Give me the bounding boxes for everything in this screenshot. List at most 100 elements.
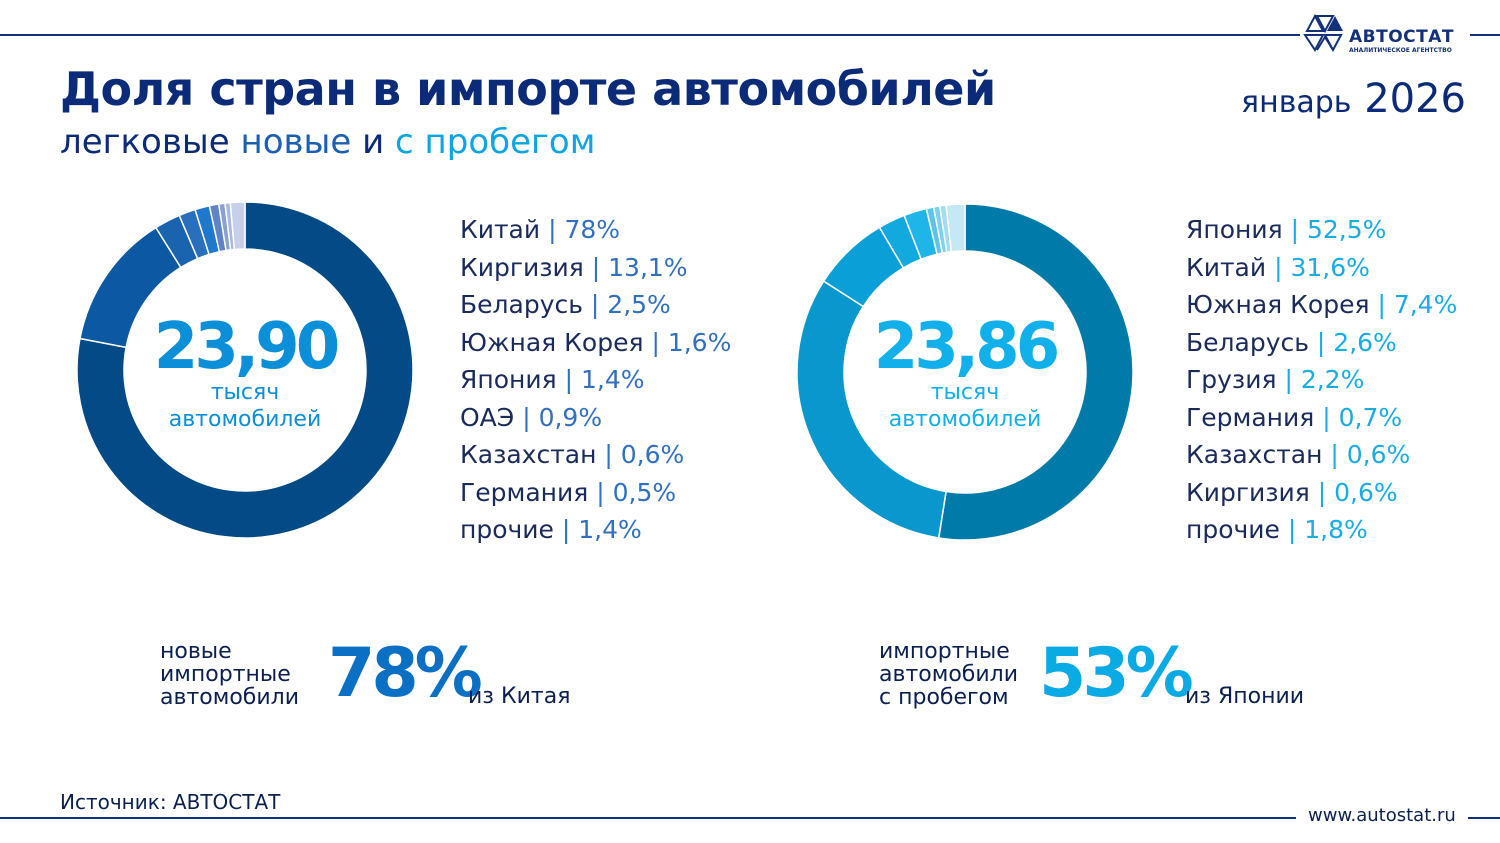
- legend-item: Германия | 0,5%: [460, 474, 731, 512]
- total-unit-1: тысяч: [210, 380, 280, 405]
- legend-value: | 1,4%: [556, 365, 645, 394]
- donut-chart-new: [76, 201, 414, 539]
- legend-value: | 2,6%: [1308, 327, 1397, 357]
- legend-value: | 1,8%: [1279, 515, 1368, 544]
- subtitle-new: новые: [240, 122, 352, 162]
- legend-value: | 1,4%: [553, 515, 642, 544]
- highlight-label: импортные: [879, 639, 1010, 664]
- legend-item: Южная Корея | 7,4%: [1186, 286, 1457, 324]
- highlight-label: импортные: [160, 662, 291, 687]
- legend-country: прочие: [460, 515, 554, 544]
- total-unit-2: автомобилей: [168, 407, 322, 432]
- logo: АВТОСТАТ АНАЛИТИЧЕСКОЕ АГЕНТСТВО: [1303, 13, 1454, 57]
- subtitle-cars: легковые: [60, 122, 230, 162]
- legend-item: Китай | 78%: [460, 211, 731, 249]
- legend-country: Киргизия: [1186, 477, 1310, 507]
- legend-country: ОАЭ: [460, 402, 515, 432]
- legend-item: прочие | 1,8%: [1186, 511, 1457, 549]
- page-title: Доля стран в импорте автомобилей: [60, 62, 996, 116]
- donut-slice-Япония: [937, 203, 1134, 541]
- highlight-label: новые: [160, 639, 232, 664]
- total-unit-1: тысяч: [930, 380, 1000, 405]
- donut-slice-прочие: [945, 203, 966, 253]
- highlight-new: новые импортные автомобили 78% из Китая: [160, 634, 570, 713]
- legend-item: Беларусь | 2,6%: [1186, 324, 1457, 362]
- donut-slice-Китай: [76, 201, 414, 539]
- legend-country: Южная Корея: [460, 327, 644, 357]
- legend-value: | 0,6%: [596, 440, 685, 469]
- legend-value: | 0,9%: [514, 402, 603, 432]
- logo-name: АВТОСТАТ: [1349, 27, 1454, 47]
- total-value: 23,86: [873, 310, 1060, 384]
- legend-value: | 78%: [540, 215, 621, 244]
- top-rule: [0, 34, 1300, 36]
- legend-country: Китай: [1186, 252, 1267, 282]
- legend-value: | 31,6%: [1266, 252, 1370, 282]
- legend-item: Киргизия | 13,1%: [460, 249, 731, 287]
- legend-item: Япония | 1,4%: [460, 361, 731, 399]
- top-rule-right: [1470, 34, 1500, 36]
- legend-country: Германия: [1186, 402, 1315, 432]
- donut-center-used: 23,86 тысяч автомобилей: [865, 315, 1065, 433]
- donut-center-new: 23,90 тысяч автомобилей: [145, 315, 345, 433]
- period-year: 2026: [1364, 76, 1466, 122]
- legend-country: Германия: [460, 477, 589, 507]
- legend-country: Грузия: [1186, 365, 1277, 394]
- legend-country: Южная Корея: [1186, 290, 1370, 319]
- legend-value: | 52,5%: [1282, 215, 1387, 244]
- period-month: январь: [1241, 85, 1352, 120]
- legend-country: Казахстан: [460, 440, 597, 469]
- bottom-rule: [0, 817, 1296, 819]
- legend-item: Киргизия | 0,6%: [1186, 474, 1457, 512]
- legend-item: Казахстан | 0,6%: [1186, 436, 1457, 474]
- total-value: 23,90: [153, 310, 340, 384]
- legend-item: прочие | 1,4%: [460, 511, 731, 549]
- highlight-label: автомобили: [879, 662, 1019, 687]
- legend-item: Южная Корея | 1,6%: [460, 324, 731, 362]
- highlight-used: импортные автомобили с пробегом 53% из Я…: [879, 634, 1304, 713]
- legend-country: Китай: [460, 215, 541, 244]
- legend-value: | 7,4%: [1369, 290, 1458, 319]
- legend-item: Грузия | 2,2%: [1186, 361, 1457, 399]
- highlight-pct: 53%: [1039, 634, 1194, 713]
- legend-value: | 0,6%: [1309, 477, 1398, 507]
- legend-item: Япония | 52,5%: [1186, 211, 1457, 249]
- highlight-from: из Японии: [1185, 684, 1305, 709]
- legend-country: прочие: [1186, 515, 1280, 544]
- legend-country: Казахстан: [1186, 440, 1323, 469]
- highlight-label: автомобили: [160, 685, 300, 710]
- legend-country: Беларусь: [460, 290, 583, 319]
- subtitle-used: с пробегом: [395, 122, 596, 162]
- website-link[interactable]: www.autostat.ru: [1308, 805, 1456, 826]
- bottom-rule-right: [1468, 817, 1500, 819]
- legend-value: | 0,7%: [1314, 402, 1403, 432]
- legend-value: | 13,1%: [583, 252, 688, 282]
- legend-value: | 2,5%: [582, 290, 671, 319]
- legend-item: Казахстан | 0,6%: [460, 436, 731, 474]
- legend-value: | 2,2%: [1276, 365, 1365, 394]
- total-unit-2: автомобилей: [888, 407, 1042, 432]
- donut-chart-used: [796, 203, 1134, 541]
- legend-item: ОАЭ | 0,9%: [460, 399, 731, 437]
- logo-icon: [1303, 13, 1343, 53]
- period: январь 2026: [1241, 76, 1466, 122]
- legend-country: Беларусь: [1186, 327, 1309, 357]
- legend-item: Китай | 31,6%: [1186, 249, 1457, 287]
- subtitle-and: и: [362, 122, 385, 162]
- legend-used: Япония | 52,5% Китай | 31,6% Южная Корея |…: [1186, 211, 1457, 549]
- legend-new: Китай | 78% Киргизия | 13,1% Беларусь | 2,…: [460, 211, 731, 549]
- highlight-from: из Китая: [468, 684, 571, 709]
- page-subtitle: легковые новые и с пробегом: [60, 122, 595, 162]
- legend-value: | 0,6%: [1322, 440, 1411, 469]
- donut-slice-прочие: [229, 201, 246, 251]
- legend-value: | 0,5%: [588, 477, 677, 507]
- logo-tagline: АНАЛИТИЧЕСКОЕ АГЕНТСТВО: [1349, 47, 1452, 54]
- highlight-pct: 78%: [328, 634, 483, 713]
- legend-country: Япония: [1186, 215, 1283, 244]
- legend-value: | 1,6%: [643, 327, 732, 357]
- legend-country: Киргизия: [460, 252, 584, 282]
- legend-item: Германия | 0,7%: [1186, 399, 1457, 437]
- source-note: Источник: АВТОСТАТ: [60, 790, 281, 814]
- legend-item: Беларусь | 2,5%: [460, 286, 731, 324]
- highlight-label: с пробегом: [879, 685, 1009, 710]
